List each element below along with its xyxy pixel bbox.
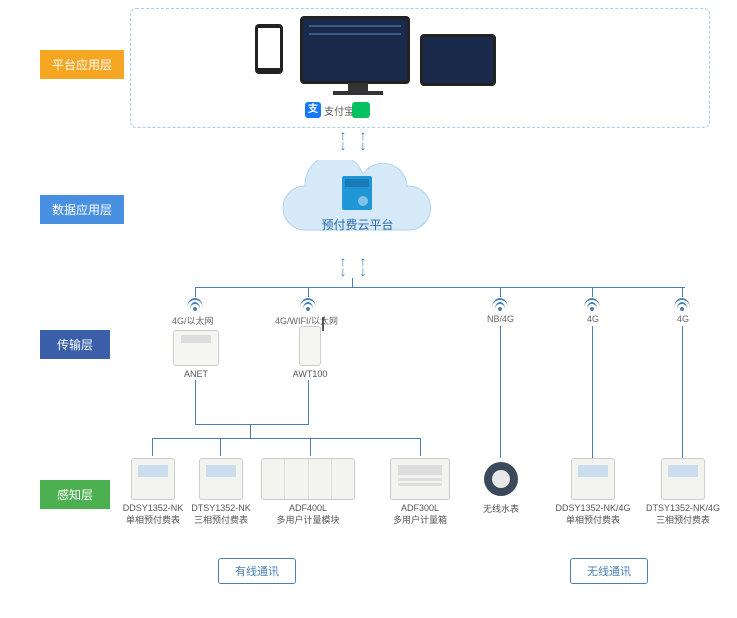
device-d3: ADF400L 多用户计量模块 [258, 458, 358, 526]
layer-label-app: 平台应用层 [40, 50, 124, 79]
d3-name: ADF400L [258, 503, 358, 513]
merge-hline [195, 424, 309, 425]
awt-down [308, 380, 309, 424]
wired-branch [152, 438, 420, 439]
device-d4: ADF300L 多用户计量箱 [380, 458, 460, 526]
wifi-anet [187, 298, 203, 312]
d7-name: DTSY1352-NK/4G [640, 503, 726, 513]
d3-desc: 多用户计量模块 [258, 513, 358, 526]
wifi-nb4g [492, 298, 508, 312]
monitor-device [300, 16, 410, 84]
gateway-anet: ANET [170, 330, 222, 379]
wifi-awt [300, 298, 316, 312]
phone-device [255, 24, 283, 74]
alipay-icon: 支 支付宝 [305, 102, 354, 118]
d6-desc: 单相预付费表 [552, 513, 634, 526]
device-d1: DDSY1352-NK 单相预付费表 [122, 458, 184, 526]
layer-label-data: 数据应用层 [40, 195, 124, 224]
transport-hline [195, 287, 685, 288]
device-d6: DDSY1352-NK/4G 单相预付费表 [552, 458, 634, 526]
awt100-label: AWT100 [286, 369, 334, 379]
wd3v [310, 438, 311, 456]
wifi-4g-2 [674, 298, 690, 312]
cloud-shape: 预付费云平台 [270, 160, 445, 255]
wd2v [220, 438, 221, 456]
tag-wired: 有线通讯 [218, 558, 296, 584]
tablet-device [420, 34, 496, 86]
v-4g-1 [592, 287, 593, 297]
layer-label-transport: 传输层 [40, 330, 110, 359]
v-awt [308, 287, 309, 297]
d7-desc: 三相预付费表 [640, 513, 726, 526]
v-anet [195, 287, 196, 297]
d1-name: DDSY1352-NK [122, 503, 184, 513]
d4-desc: 多用户计量箱 [380, 513, 460, 526]
v-nb4g [500, 287, 501, 297]
wifi-label-1: 4G/以太网 [172, 314, 214, 327]
4g1-down [592, 326, 593, 458]
tag-wireless: 无线通讯 [570, 558, 648, 584]
d4-name: ADF300L [380, 503, 460, 513]
layer-label-perception: 感知层 [40, 480, 110, 509]
d2-name: DTSY1352-NK [190, 503, 252, 513]
arrow-data-transport-2: ↑↓ [358, 254, 368, 278]
merge-down [250, 424, 251, 438]
wd4v [420, 438, 421, 456]
d6-name: DDSY1352-NK/4G [552, 503, 634, 513]
anet-down [195, 380, 196, 424]
nb4g-down [500, 326, 501, 458]
wifi-4g-1 [584, 298, 600, 312]
d1-desc: 单相预付费表 [122, 513, 184, 526]
gateway-awt100: AWT100 [286, 326, 334, 379]
wifi-label-3: NB/4G [487, 314, 514, 324]
wd1v [152, 438, 153, 456]
wifi-label-4: 4G [587, 314, 599, 324]
4g2-down [682, 326, 683, 458]
v-4g-2 [682, 287, 683, 297]
cloud-title: 预付费云平台 [270, 216, 445, 233]
wechat-icon [352, 102, 370, 118]
anet-label: ANET [170, 369, 222, 379]
arrow-app-data-2: ↑↓ [358, 128, 368, 152]
device-d2: DTSY1352-NK 三相预付费表 [190, 458, 252, 526]
d2-desc: 三相预付费表 [190, 513, 252, 526]
arrow-app-data: ↑↓ [338, 128, 348, 152]
wifi-label-5: 4G [677, 314, 689, 324]
device-d5: 无线水表 [474, 458, 528, 515]
d5-desc: 无线水表 [474, 502, 528, 515]
arrow-data-transport: ↑↓ [338, 254, 348, 278]
transport-main-vline [352, 278, 353, 287]
device-d7: DTSY1352-NK/4G 三相预付费表 [640, 458, 726, 526]
